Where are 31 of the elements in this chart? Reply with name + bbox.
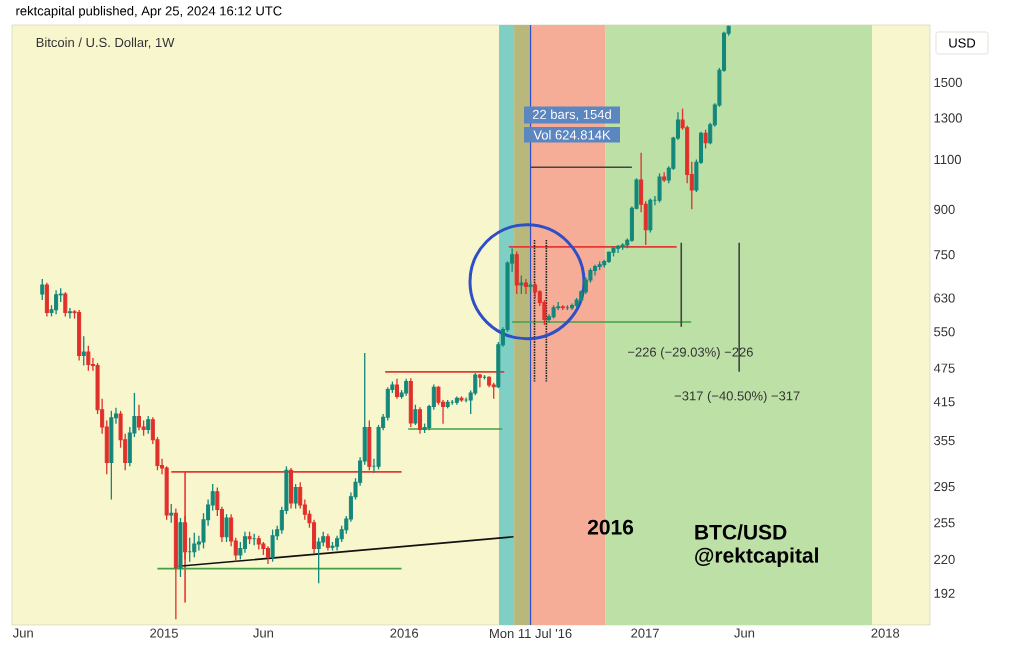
y-tick-label: 295 — [934, 481, 955, 492]
text: rektcapital published, Apr 25, 2024 16:12 UTC — [16, 5, 282, 19]
y-tick-label: 1100 — [934, 154, 961, 165]
annotation: @rektcapital — [695, 547, 818, 567]
y-tick-label: 220 — [934, 554, 955, 565]
y-tick-label: 475 — [933, 363, 955, 373]
y-tick-label: 630 — [934, 293, 955, 303]
annotation: 2016 — [587, 519, 634, 535]
y-tick-label: 1500 — [934, 77, 962, 88]
y-tick-label: 1300 — [934, 113, 962, 123]
x-tick-label: Mon 11 Jul '16 — [490, 628, 572, 639]
x-tick-label: 2016 — [390, 628, 419, 638]
x-tick-label: 2018 — [871, 628, 900, 638]
annotation: BTC/USD — [695, 524, 787, 540]
y-tick-label: 900 — [934, 204, 955, 214]
x-tick-label: Jun — [253, 628, 274, 638]
y-tick-label: 550 — [934, 327, 955, 337]
x-tick-label: Jun — [734, 628, 755, 638]
text: Bitcoin / U.S. Dollar, 1W — [36, 37, 175, 49]
annotation: Vol 624.814K — [533, 130, 611, 140]
x-tick-label: Jun — [12, 628, 33, 638]
y-tick-label: 750 — [934, 250, 955, 260]
y-tick-label: 415 — [933, 397, 955, 407]
y-tick-label: 192 — [934, 588, 955, 598]
y-axis-title: USD — [949, 38, 976, 48]
x-tick-label: 2017 — [631, 628, 659, 638]
annotation: 22 bars, 154d — [532, 109, 611, 121]
y-tick-label: 355 — [934, 435, 955, 446]
y-tick-label: 255 — [934, 518, 955, 528]
annotation: −317 (−40.50%) −317 — [674, 390, 800, 404]
x-tick-label: 2015 — [150, 628, 178, 638]
